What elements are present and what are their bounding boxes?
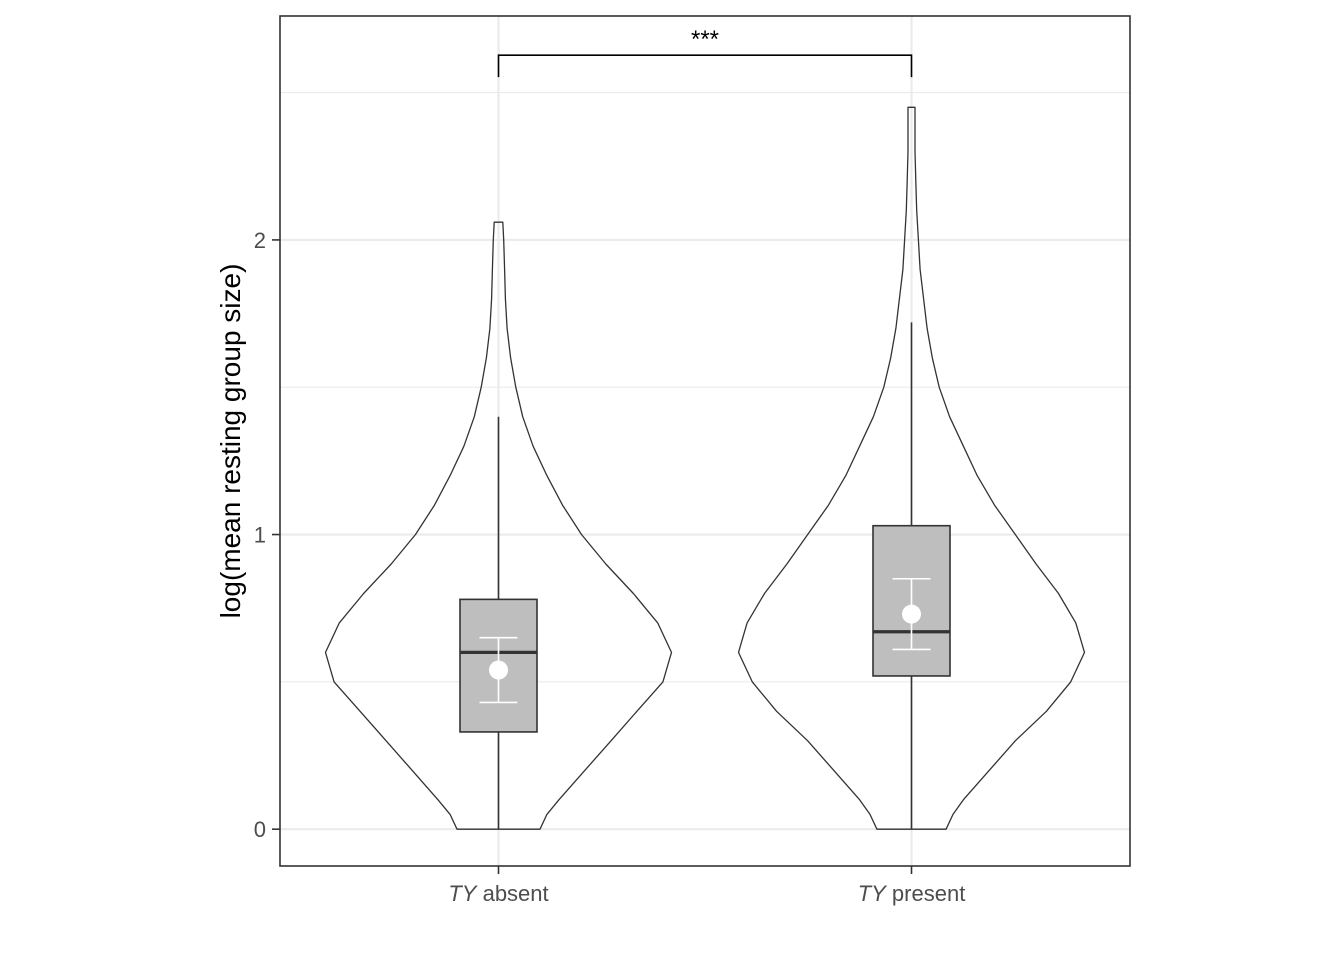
significance-bracket: ***	[497, 26, 913, 78]
x-tick-label-italic: TY	[858, 881, 887, 906]
y-tick-label: 1	[254, 523, 266, 548]
plot-panel-background	[280, 16, 1130, 866]
x-tick-label: TY absent	[448, 881, 548, 906]
violins	[324, 106, 1086, 830]
y-axis-label: log(mean resting group size)	[215, 264, 246, 619]
significance-label: ***	[691, 26, 719, 53]
x-tick-label-rest: present	[886, 881, 966, 906]
y-tick-label: 2	[254, 228, 266, 253]
x-tick-label-italic: TY	[448, 881, 477, 906]
x-axis-ticks: TY absent TY present	[448, 866, 965, 906]
plot-panel-border	[279, 15, 1131, 867]
violin-0	[324, 221, 673, 830]
violin-1	[737, 106, 1086, 830]
bracket-line	[497, 54, 913, 78]
mean-point	[489, 660, 508, 680]
mean-markers	[479, 577, 931, 704]
x-tick-label-rest: absent	[476, 881, 548, 906]
y-axis-ticks: 0 1 2	[254, 228, 280, 842]
mean-point	[902, 604, 921, 624]
y-tick-label: 0	[254, 817, 266, 842]
x-tick-label: TY present	[858, 881, 966, 906]
